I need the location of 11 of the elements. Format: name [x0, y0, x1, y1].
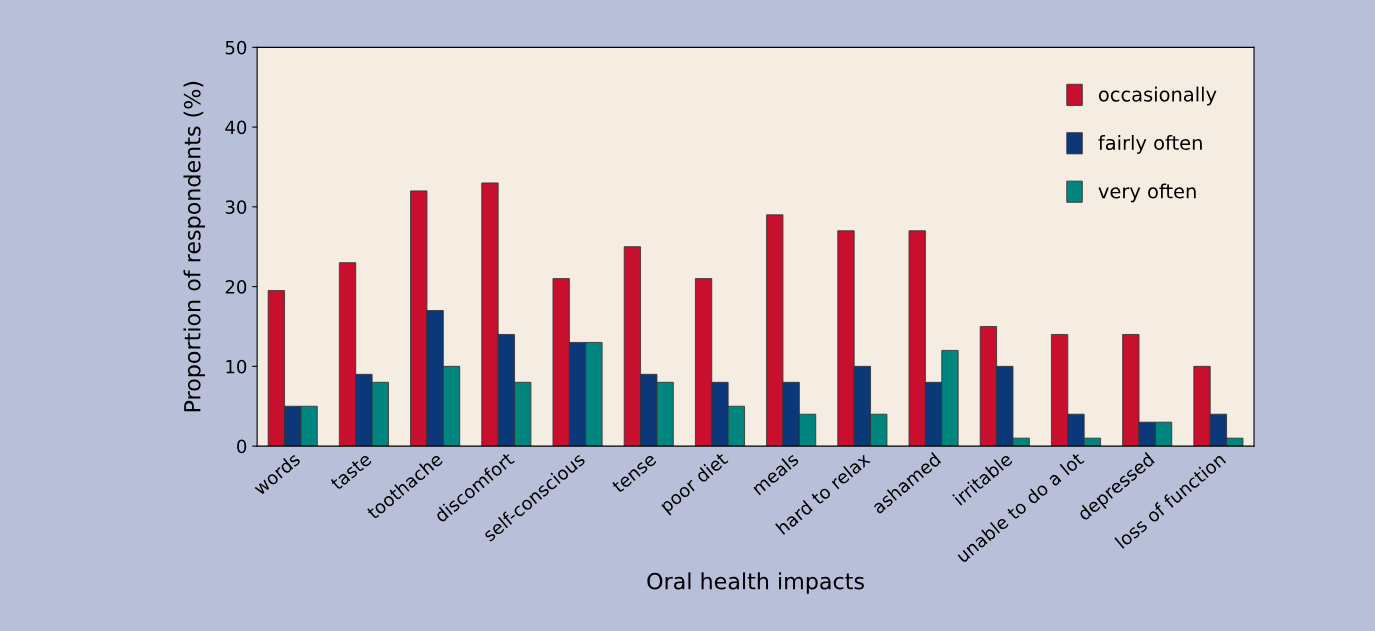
- legend-label: occasionally: [1098, 86, 1217, 106]
- y-tick-label: 40: [225, 120, 247, 135]
- y-tick-label: 0: [237, 439, 247, 454]
- y-axis-title: Proportion of respondents (%): [183, 81, 205, 412]
- y-tick-label: 10: [226, 359, 247, 374]
- y-tick-label: 30: [225, 200, 247, 214]
- y-tick-label: 20: [225, 280, 247, 294]
- legend-label: fairly often: [1098, 135, 1202, 154]
- x-axis-title: Oral health impacts: [647, 572, 864, 594]
- y-tick-label: 50: [225, 40, 247, 55]
- legend-label: very often: [1098, 183, 1196, 203]
